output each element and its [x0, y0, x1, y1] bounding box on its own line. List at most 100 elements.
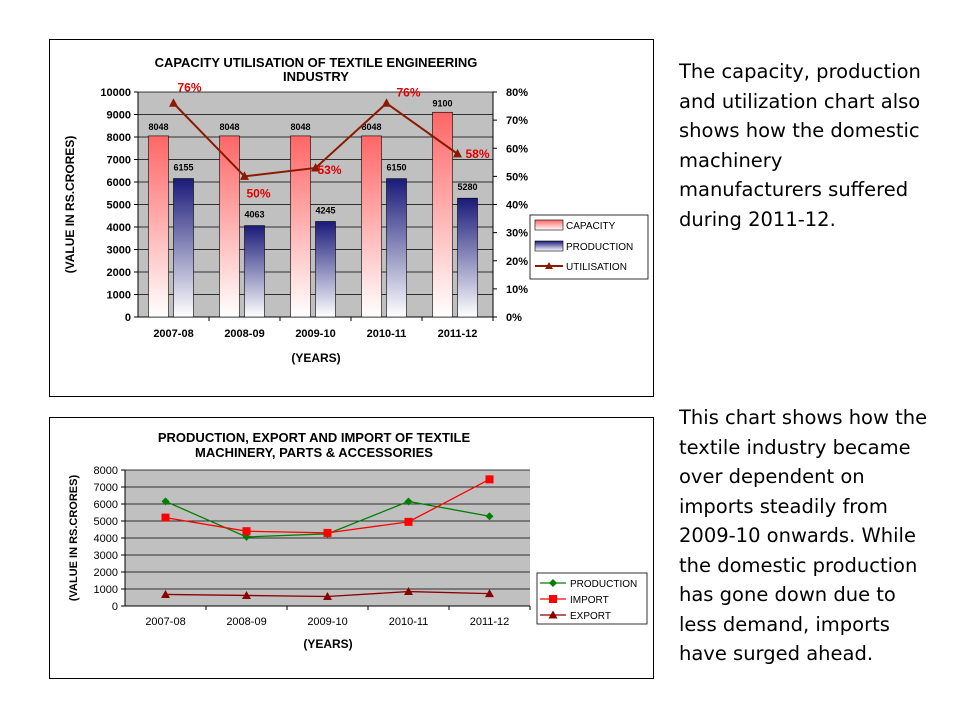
chart1-y-tick-label: 4000	[107, 222, 131, 234]
import-marker	[161, 513, 170, 522]
production-marker	[404, 497, 413, 506]
chart1-title-line: INDUSTRY	[283, 69, 349, 84]
chart2-x-axis-title: (YEARS)	[303, 637, 352, 651]
export-marker	[323, 591, 332, 600]
capacity-value-label: 8048	[290, 122, 310, 132]
chart1-y-tick-label: 10000	[100, 87, 131, 99]
production-bar	[457, 197, 478, 318]
chart1-y-axis-title: (VALUE IN RS.CRORES)	[63, 136, 77, 274]
chart1-y-tick-label: 7000	[107, 155, 131, 167]
chart1-y2-tick-label: 70%	[506, 115, 528, 127]
utilisation-value-label: 76%	[396, 85, 420, 99]
utilisation-value-label: 50%	[246, 186, 270, 200]
chart2-x-tick-label: 2011-12	[470, 616, 510, 628]
chart2-title-line: MACHINERY, PARTS & ACCESSORIES	[195, 445, 433, 460]
chart1-y2-tick-label: 10%	[506, 284, 528, 296]
chart2-y-tick-label: 2000	[94, 567, 118, 579]
chart2-y-tick-label: 1000	[94, 584, 118, 596]
legend-import-marker	[549, 595, 557, 603]
legend-utilisation-label: UTILISATION	[566, 262, 627, 273]
production-value-label: 6150	[386, 163, 406, 173]
chart1-y-tick-label: 3000	[107, 245, 131, 257]
capacity-description-text: The capacity, production and utilization…	[679, 60, 921, 231]
chart2-x-tick-label: 2008-09	[226, 616, 266, 628]
utilisation-marker	[240, 171, 249, 180]
chart1-x-tick-label: 2007-08	[153, 328, 193, 340]
production-export-import-svg: PRODUCTION, EXPORT AND IMPORT OF TEXTILE…	[68, 430, 648, 651]
production-value-label: 5280	[457, 182, 477, 192]
legend-utilisation-marker	[545, 262, 553, 269]
legend-export-label: EXPORT	[570, 611, 611, 622]
utilisation-marker	[169, 98, 178, 107]
chart1-y2-tick-label: 50%	[506, 171, 528, 183]
chart1-y2-tick-label: 20%	[506, 256, 528, 268]
production-bar	[244, 225, 265, 318]
production-marker	[161, 497, 170, 506]
chart2-y-axis-title: (VALUE IN RS.CRORES)	[68, 475, 80, 602]
chart2-y-tick-label: 6000	[94, 499, 118, 511]
chart2-x-tick-label: 2007-08	[145, 616, 185, 628]
chart1-x-tick-label: 2009-10	[295, 328, 335, 340]
legend-production-swatch	[534, 240, 564, 252]
chart2-y-tick-label: 4000	[94, 533, 118, 545]
import-marker	[323, 528, 332, 537]
chart1-y2-tick-label: 60%	[506, 143, 528, 155]
capacity-utilisation-chart: CAPACITY UTILISATION OF TEXTILE ENGINEER…	[49, 39, 654, 397]
capacity-value-label: 8048	[219, 122, 239, 132]
export-marker	[161, 589, 170, 598]
chart1-y-tick-label: 9000	[107, 110, 131, 122]
export-marker	[404, 587, 413, 596]
utilisation-value-label: 53%	[317, 163, 341, 177]
import-dependence-description-text: This chart shows how the textile industr…	[679, 406, 928, 665]
chart1-y-tick-label: 1000	[107, 290, 131, 302]
chart1-y2-tick-label: 30%	[506, 228, 528, 240]
legend-production-label: PRODUCTION	[566, 242, 633, 253]
legend-import-label: IMPORT	[570, 595, 609, 606]
chart2-y-tick-label: 3000	[94, 550, 118, 562]
export-marker	[242, 590, 251, 599]
capacity-utilisation-svg: CAPACITY UTILISATION OF TEXTILE ENGINEER…	[63, 55, 649, 365]
chart2-y-tick-label: 7000	[94, 482, 118, 494]
chart2-x-tick-label: 2009-10	[307, 616, 347, 628]
chart1-x-tick-label: 2008-09	[224, 328, 264, 340]
production-bar	[315, 221, 336, 318]
legend-production-marker	[549, 579, 557, 587]
chart1-y-tick-label: 6000	[107, 177, 131, 189]
chart1-y2-tick-label: 80%	[506, 87, 528, 99]
capacity-value-label: 9100	[432, 98, 452, 108]
utilisation-marker	[382, 98, 391, 107]
chart1-x-tick-label: 2011-12	[438, 328, 478, 340]
capacity-bar	[361, 135, 382, 318]
chart1-y-tick-label: 0	[125, 312, 131, 324]
utilisation-value-label: 58%	[466, 147, 490, 161]
production-bar	[386, 178, 407, 318]
chart1-y-tick-label: 5000	[107, 200, 131, 212]
production-value-label: 4245	[315, 205, 335, 215]
production-export-import-chart: PRODUCTION, EXPORT AND IMPORT OF TEXTILE…	[49, 417, 654, 679]
chart2-y-tick-label: 8000	[94, 465, 118, 477]
chart1-y2-tick-label: 40%	[506, 200, 528, 212]
chart1-y2-tick-label: 0%	[506, 312, 522, 324]
import-marker	[485, 475, 494, 484]
legend-export-marker	[548, 610, 558, 619]
legend-capacity-label: CAPACITY	[566, 221, 616, 232]
chart2-title-line: PRODUCTION, EXPORT AND IMPORT OF TEXTILE	[158, 430, 471, 445]
import-marker	[404, 517, 413, 526]
production-value-label: 6155	[173, 163, 193, 173]
production-marker	[485, 512, 494, 521]
utilisation-marker	[453, 148, 462, 158]
utilisation-marker	[311, 162, 320, 172]
chart2-x-tick-label: 2010-11	[389, 616, 429, 628]
chart1-title-line: CAPACITY UTILISATION OF TEXTILE ENGINEER…	[155, 55, 478, 70]
chart1-x-tick-label: 2010-11	[367, 328, 407, 340]
legend-capacity-swatch	[534, 219, 564, 231]
chart2-y-tick-label: 0	[112, 601, 118, 613]
production-bar	[173, 178, 194, 318]
capacity-value-label: 8048	[148, 122, 168, 132]
legend-production-label: PRODUCTION	[570, 579, 637, 590]
import-marker	[242, 527, 251, 536]
capacity-value-label: 8048	[361, 122, 381, 132]
chart1-y-tick-label: 8000	[107, 132, 131, 144]
chart1-y-tick-label: 2000	[107, 267, 131, 279]
capacity-bar	[148, 135, 169, 318]
